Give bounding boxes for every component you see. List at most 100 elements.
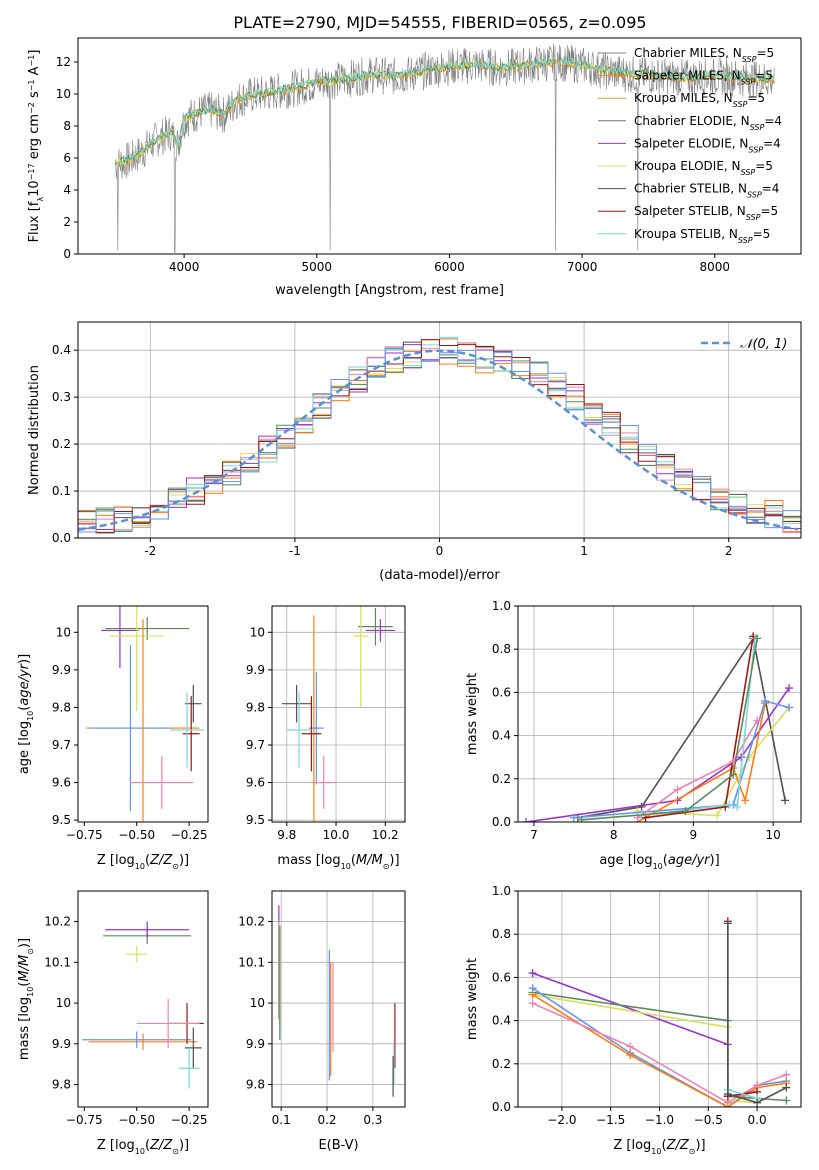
y-tick-label: 9.6 — [246, 776, 265, 790]
gaussian-curve — [78, 349, 799, 532]
legend-entry: Kroupa STELIB, NSSP=5 — [634, 227, 770, 245]
y-tick-label: 10 — [56, 625, 71, 639]
weight-marker — [626, 1042, 635, 1051]
x-tick-label: 8000 — [699, 260, 730, 274]
y-tick-label: 9.8 — [246, 1078, 265, 1092]
weight-line-salpeter_elodie — [525, 687, 790, 822]
weight-marker — [785, 684, 794, 693]
x-tick-label: 0 — [436, 544, 444, 558]
weight-marker — [528, 990, 537, 999]
spectrum-ylabel: Flux [fλ10−17 erg cm−2 s−1 A−1] — [27, 50, 45, 243]
weight_vs_age-plot-area — [518, 606, 801, 822]
legend-entry: Chabrier ELODIE, NSSP=4 — [634, 114, 782, 132]
x-tick-label: 0.2 — [317, 1113, 336, 1127]
x-tick-label: 9.8 — [277, 828, 296, 842]
panel-age_vs_mass: 9.8 10.0 10.2 9.5 9.6 9.7 9.8 9.9 10 mass [log10(… — [246, 605, 406, 871]
mass_vs_z-plot-area — [82, 921, 204, 1089]
axes-frame — [77, 37, 802, 255]
y-tick-label: 1.0 — [492, 599, 511, 613]
axes-frame — [77, 321, 802, 539]
legend-entry: Salpeter ELODIE, NSSP=4 — [634, 136, 781, 154]
x-tick-label: -2 — [144, 544, 156, 558]
x-tick-label: 1 — [580, 544, 588, 558]
weight-marker — [753, 634, 762, 643]
age_vs_z-xlabel: Z [log10(Z/Z⊙)] — [97, 853, 189, 871]
weight-marker — [673, 785, 682, 794]
axes-frame — [77, 605, 209, 823]
x-tick-label: −0.75 — [66, 828, 103, 842]
y-tick-label: 9.9 — [52, 1037, 71, 1051]
y-tick-label: 10 — [250, 625, 265, 639]
panel-age_vs_z: −0.75 −0.50 −0.25 9.5 9.6 9.7 9.8 9.9 10 Z [log10… — [17, 605, 209, 871]
weight-line-chabrier_stelib — [577, 636, 786, 819]
y-tick-label: 0.3 — [52, 390, 71, 404]
axes-frame — [271, 890, 406, 1108]
legend-entry: Chabrier MILES, NSSP=5 — [634, 46, 774, 64]
y-tick-label: 12 — [56, 55, 71, 69]
age_vs_z-plot-area — [86, 606, 204, 822]
weight-marker — [753, 716, 762, 725]
weight-marker — [753, 1098, 762, 1107]
weight-marker — [737, 753, 746, 762]
weight-marker — [723, 919, 732, 928]
mass_vs_z-xlabel: Z [log10(Z/Z⊙)] — [97, 1138, 189, 1156]
weight-marker — [528, 999, 537, 1008]
x-tick-label: 8 — [610, 828, 618, 842]
x-tick-label: 6000 — [434, 260, 465, 274]
mass_vs_z-ylabel: mass [log10(M/M⊙)] — [17, 938, 35, 1060]
weight-marker — [723, 1090, 732, 1099]
weight-marker — [782, 1083, 791, 1092]
weight-marker — [761, 697, 770, 706]
x-tick-label: 10.0 — [323, 828, 350, 842]
weight_vs_z-xlabel: Z [log10(Z/Z⊙)] — [613, 1138, 705, 1156]
y-tick-label: 10 — [56, 996, 71, 1010]
weight-line-salpeter_stelib — [726, 921, 758, 1098]
x-tick-label: −0.5 — [694, 1113, 723, 1127]
weight-marker — [781, 796, 790, 805]
y-tick-label: 9.8 — [52, 700, 71, 714]
y-tick-label: 9.5 — [246, 813, 265, 827]
weight-marker — [741, 796, 750, 805]
y-tick-label: 0.4 — [492, 1014, 511, 1028]
x-tick-label: -1 — [289, 544, 301, 558]
weight-marker — [637, 802, 646, 811]
mass_vs_ebv-plot-area — [272, 891, 405, 1107]
axes-frame — [517, 605, 802, 823]
x-tick-label: −2.0 — [547, 1113, 576, 1127]
y-tick-label: 10.2 — [238, 915, 265, 929]
weight-marker — [626, 1051, 635, 1060]
panel-mass_vs_ebv: 0.1 0.2 0.3 9.8 9.9 10 10.1 10.2 E(B-V) — [238, 890, 406, 1153]
x-tick-label: 5000 — [302, 260, 333, 274]
y-tick-label: 0.0 — [52, 531, 71, 545]
y-tick-label: 10.1 — [238, 955, 265, 969]
weight-marker — [782, 1070, 791, 1079]
y-tick-label: 9.8 — [52, 1078, 71, 1092]
legend-entry: Kroupa ELODIE, NSSP=5 — [634, 159, 773, 177]
spectrum-plot-area — [114, 43, 775, 253]
y-tick-label: 2 — [63, 215, 71, 229]
x-tick-label: 0.3 — [363, 1113, 382, 1127]
y-tick-label: 0.1 — [52, 484, 71, 498]
y-tick-label: 0.0 — [492, 815, 511, 829]
weight-marker — [569, 813, 578, 822]
y-tick-label: 9.6 — [52, 776, 71, 790]
weight-marker — [528, 969, 537, 978]
panel-weight_vs_z: −2.0 −1.5 −1.0 −0.5 0.0 0.0 0.2 0.4 0.6 0.8 1.0 Z [… — [465, 884, 802, 1156]
y-tick-label: 9.7 — [246, 738, 265, 752]
weight-marker — [785, 703, 794, 712]
axes-frame — [271, 605, 406, 823]
weight-marker — [782, 1096, 791, 1105]
y-tick-label: 8 — [63, 119, 71, 133]
y-tick-label: 0 — [63, 247, 71, 261]
residuals-xlabel: (data-model)/error — [379, 568, 500, 583]
weight-marker — [733, 802, 742, 811]
spectrum-xlabel: wavelength [Angstrom, rest frame] — [275, 283, 504, 298]
legend-entry: Chabrier STELIB, NSSP=4 — [634, 182, 779, 200]
y-tick-label: 0.6 — [492, 970, 511, 984]
y-tick-label: 9.9 — [246, 1037, 265, 1051]
y-tick-label: 0.8 — [492, 927, 511, 941]
weight_vs_z-ylabel: mass weight — [465, 958, 480, 1040]
y-tick-label: 9.7 — [52, 738, 71, 752]
y-tick-label: 0.4 — [492, 729, 511, 743]
